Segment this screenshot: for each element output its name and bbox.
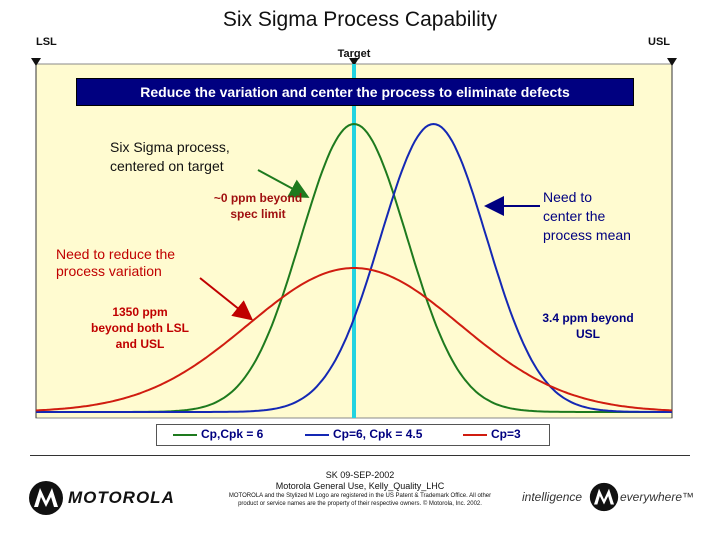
annotation-center-mean: Need to center the process mean <box>543 189 631 243</box>
page-title: Six Sigma Process Capability <box>222 8 498 31</box>
target-line <box>352 64 356 418</box>
footer-divider <box>30 455 690 456</box>
legend-swatch-green <box>173 433 197 436</box>
footer-legal: MOTOROLA and the Stylized M Logo are reg… <box>228 493 492 507</box>
curve-series-1 <box>36 122 672 413</box>
motorola-logo-icon <box>29 481 63 515</box>
tagline-intelligence: intelligence <box>522 490 583 504</box>
legend-item-red: Cp=3 <box>463 427 521 443</box>
legend-label-blue: Cp=6, Cpk = 4.5 <box>333 427 423 441</box>
footer-code: SK 09-SEP-2002 <box>325 470 395 480</box>
banner: Reduce the variation and center the proc… <box>76 78 634 106</box>
motorola-logo-small-icon <box>589 482 619 512</box>
annotation-reduce-variation: Need to reduce the process variation <box>56 246 176 279</box>
legend-label-green: Cp,Cpk = 6 <box>201 427 264 441</box>
target-label: Target <box>337 48 371 60</box>
legend-item-green: Cp,Cpk = 6 <box>173 427 263 443</box>
annotation-3-4-ppm: 3.4 ppm beyond USL <box>542 311 634 341</box>
lsl-marker <box>31 58 41 66</box>
motorola-wordmark: MOTOROLA <box>68 488 175 507</box>
annotation-1350-ppm: 1350 ppm beyond both LSL and USL <box>91 305 189 351</box>
usl-label: USL <box>648 36 670 48</box>
legend-swatch-red <box>463 433 487 436</box>
tagline-everywhere: everywhere™ <box>620 490 695 504</box>
legend-label-red: Cp=3 <box>491 427 521 441</box>
legend: Cp,Cpk = 6 Cp=6, Cpk = 4.5 Cp=3 <box>156 424 550 446</box>
annotation-centered: Six Sigma process, centered on target <box>110 139 230 174</box>
annotation-zero-ppm: ~0 ppm beyond spec limit <box>213 191 303 221</box>
arrow-reduce <box>199 277 254 321</box>
legend-item-blue: Cp=6, Cpk = 4.5 <box>305 427 422 443</box>
footer-classification: Motorola General Use, Kelly_Quality_LHC <box>275 481 445 491</box>
arrow-centered <box>257 169 310 198</box>
usl-marker <box>667 58 677 66</box>
target-marker <box>349 58 359 66</box>
legend-swatch-blue <box>305 433 329 436</box>
lsl-label: LSL <box>36 36 57 48</box>
curve-series-2 <box>35 267 673 412</box>
footer-info: SK 09-SEP-2002 Motorola General Use, Kel… <box>220 470 500 508</box>
